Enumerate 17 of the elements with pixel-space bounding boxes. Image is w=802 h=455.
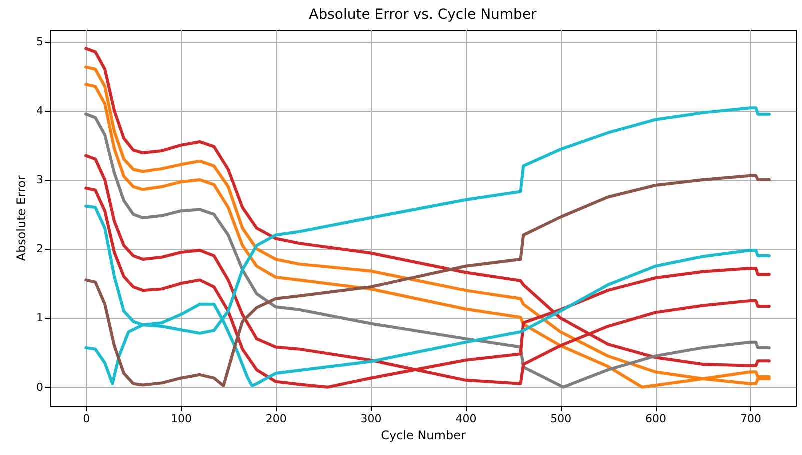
y-tick-label: 4: [36, 104, 44, 118]
x-tick-label: 200: [266, 412, 287, 426]
y-tick-label: 3: [36, 173, 44, 186]
y-tick-label: 0: [36, 380, 44, 394]
y-tick-label: 2: [36, 242, 44, 256]
x-tick-label: 300: [360, 412, 382, 426]
y-axis-title: Absolute Error: [14, 176, 28, 262]
x-tick-label: 500: [550, 412, 572, 426]
y-tick-label: 5: [36, 35, 44, 48]
chart-title: Absolute Error vs. Cycle Number: [309, 7, 538, 23]
x-axis-title: Cycle Number: [381, 428, 466, 442]
x-tick-label: 400: [456, 412, 477, 426]
x-tick-label: 700: [740, 412, 762, 426]
y-tick-label: 1: [36, 312, 44, 325]
x-tick-label: 0: [83, 412, 90, 426]
x-tick-label: 100: [170, 412, 192, 426]
x-tick-label: 600: [646, 412, 667, 426]
